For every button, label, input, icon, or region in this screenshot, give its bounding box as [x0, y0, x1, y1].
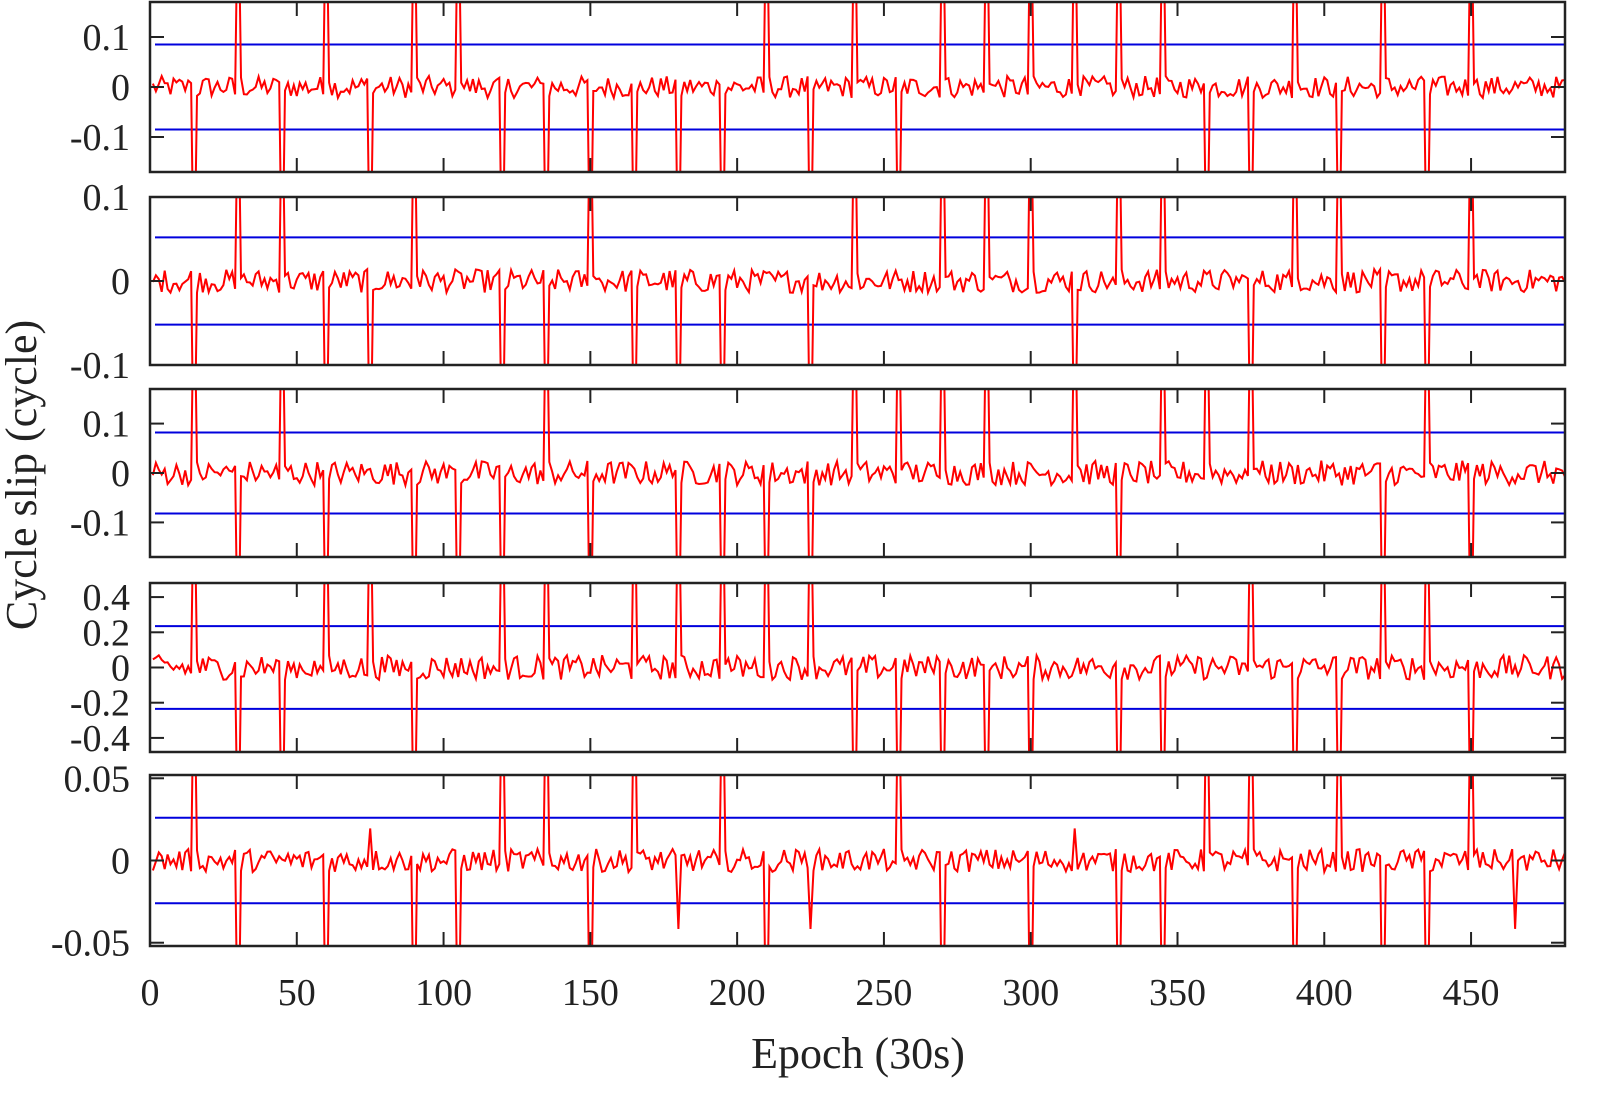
y-tick-label: -0.2	[70, 683, 130, 725]
y-tick-label: 0.1	[83, 17, 131, 59]
x-tick-label: 300	[1002, 972, 1059, 1014]
x-tick-label: 50	[278, 972, 316, 1014]
cycle-slip-series	[152, 583, 1565, 752]
x-tick-label: 150	[562, 972, 619, 1014]
y-axis-title: Cycle slip (cycle)	[0, 320, 46, 630]
y-tick-label: -0.05	[51, 923, 130, 965]
cycle-slip-series	[151, 197, 1565, 365]
x-tick-label: 100	[415, 972, 472, 1014]
y-tick-label: 0	[111, 841, 130, 883]
plot-frame	[148, 773, 1567, 948]
subplot-1: 0.1 0 -0.1	[70, 0, 1567, 174]
x-tick-label: 350	[1149, 972, 1206, 1014]
cycle-slip-series	[151, 389, 1565, 557]
y-tick-label: -0.4	[70, 718, 130, 760]
y-tick-label: 0	[111, 67, 130, 109]
y-tick-label: 0.2	[83, 612, 131, 654]
cycle-slip-series	[151, 2, 1565, 172]
y-tick-label: -0.1	[70, 117, 130, 159]
x-tick-label: 0	[141, 972, 160, 1014]
y-tick-label: 0.1	[83, 177, 131, 219]
subplot-2: 0.1 0 -0.1	[70, 177, 1567, 387]
x-tick-label: 400	[1296, 972, 1353, 1014]
subplot-4: 0.40.20-0.2-0.4	[70, 577, 1567, 760]
x-axis-title: Epoch (30s)	[751, 1029, 965, 1078]
y-tick-label: 0.05	[64, 758, 131, 800]
x-tick-label: 250	[855, 972, 912, 1014]
x-tick-label: 200	[709, 972, 766, 1014]
y-tick-label: -0.1	[70, 345, 130, 387]
x-axis-tick-labels: 0 50 100 150 200 250 300 350 400 450	[141, 972, 1500, 1014]
cycle-slip-series	[151, 775, 1565, 946]
y-tick-label: 0	[111, 648, 130, 690]
y-tick-label: 0.4	[83, 577, 131, 619]
y-tick-label: -0.1	[70, 502, 130, 544]
subplot-3: 0.1 0 -0.1	[70, 387, 1567, 559]
y-tick-label: 0	[111, 453, 130, 495]
y-tick-label: 0.1	[83, 404, 131, 446]
subplot-5: 0.05 0 -0.05	[51, 758, 1567, 965]
x-tick-label: 450	[1443, 972, 1500, 1014]
subplot-stack: 0.10-0.10.10-0.10.10-0.10.40.20-0.2-0.40…	[51, 0, 1567, 965]
y-tick-label: 0	[111, 261, 130, 303]
